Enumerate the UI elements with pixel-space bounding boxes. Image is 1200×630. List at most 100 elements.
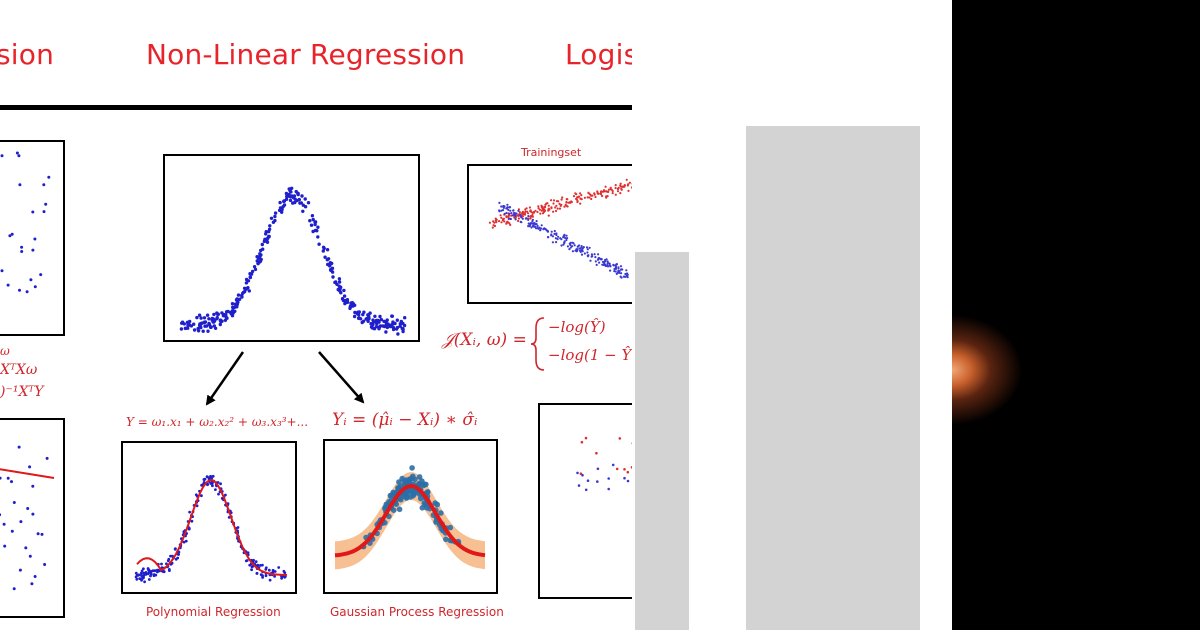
scatter-point (447, 524, 454, 531)
blue-sample (555, 233, 558, 237)
scatter-point (252, 265, 257, 269)
scatter-point (6, 476, 10, 480)
scatter-point (202, 320, 207, 325)
linear-equation-line1: ω (0, 344, 10, 358)
scatter-point (190, 519, 194, 523)
red-sample (561, 196, 564, 199)
blue-sample (625, 269, 628, 272)
scatter-point (311, 229, 315, 234)
red-sample (580, 198, 583, 201)
gray-placeholder-narrow (635, 252, 689, 630)
scatter-point (409, 465, 415, 471)
blue-sample (539, 229, 542, 232)
blue-sample (512, 209, 515, 212)
red-sample (558, 207, 562, 210)
scatter-point (316, 225, 320, 229)
scatter-point (20, 245, 24, 249)
blue-sample (576, 471, 579, 475)
blue-sample (569, 246, 572, 249)
scatter-point (280, 210, 284, 214)
red-sample (505, 215, 508, 218)
scatter-point (389, 323, 394, 327)
scatter-point (249, 272, 254, 276)
red-sample (537, 205, 540, 208)
scatter-point (288, 195, 293, 199)
scatter-point (180, 321, 184, 325)
scatter-point (301, 203, 305, 207)
blue-sample (534, 225, 537, 228)
red-sample (614, 193, 617, 196)
blue-sample (597, 256, 600, 260)
scatter-point (147, 578, 151, 581)
scatter-point (285, 194, 289, 199)
scatter-point (309, 223, 314, 227)
blue-sample (589, 259, 592, 262)
red-sample (563, 205, 566, 208)
scatter-point (342, 288, 346, 293)
blue-sample (562, 236, 565, 239)
scatter-point (31, 248, 35, 252)
scatter-point (379, 317, 383, 322)
scatter-point (42, 183, 46, 187)
red-sample (528, 206, 531, 209)
scatter-point (208, 325, 213, 329)
scatter-point (337, 280, 342, 284)
arrow-to-gaussian (318, 351, 365, 404)
scatter-point (399, 475, 405, 482)
scatter-point (313, 222, 317, 227)
blue-sample (613, 267, 616, 271)
blue-sample (565, 238, 568, 242)
red-sample (554, 209, 558, 213)
scatter-point (250, 269, 255, 274)
scatter-point (331, 275, 335, 279)
blue-sample (586, 251, 589, 254)
scatter-point (250, 568, 253, 572)
blue-sample (576, 245, 579, 248)
scatter-point (264, 566, 268, 570)
scatter-point (259, 573, 263, 576)
red-sample (538, 208, 541, 211)
linear-scatter-plot (0, 151, 51, 294)
scatter-point (140, 575, 144, 578)
red-sample (619, 185, 623, 188)
logistic-cost-brace (530, 317, 545, 371)
scatter-point (182, 540, 186, 544)
scatter-point (247, 289, 251, 293)
scatter-point (273, 570, 277, 573)
red-sample (531, 213, 534, 216)
scatter-point (211, 474, 215, 478)
scatter-point (196, 326, 200, 331)
scatter-point (273, 218, 277, 223)
red-sample (495, 218, 498, 221)
scatter-point (317, 242, 321, 246)
red-sample (619, 182, 622, 185)
blue-sample (620, 272, 623, 275)
scatter-point (202, 316, 207, 320)
scatter-point (197, 323, 202, 328)
red-sample (601, 190, 604, 193)
blue-sample (609, 269, 612, 272)
blue-sample (507, 208, 510, 211)
scatter-point (136, 573, 140, 577)
red-sample (595, 451, 598, 455)
scatter-point (19, 520, 23, 524)
red-sample (545, 202, 548, 205)
blue-sample (555, 241, 558, 244)
scatter-point (31, 210, 35, 214)
red-sample (579, 192, 582, 195)
blue-sample (498, 209, 501, 212)
scatter-point (33, 575, 37, 578)
blue-sample (618, 271, 621, 274)
scatter-point (210, 477, 213, 480)
blue-sample (575, 248, 578, 251)
red-sample (628, 181, 631, 184)
blue-sample (614, 265, 618, 268)
blue-sample (505, 211, 508, 215)
scatter-point (224, 493, 227, 497)
blue-sample (520, 216, 523, 219)
red-sample (607, 190, 610, 193)
scatter-point (246, 551, 250, 555)
red-sample (539, 212, 542, 215)
blue-sample (620, 276, 623, 279)
scatter-point (339, 285, 343, 289)
